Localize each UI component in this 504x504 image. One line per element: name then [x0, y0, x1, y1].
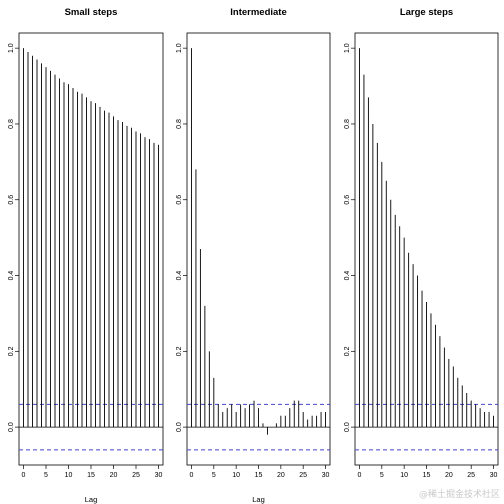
x-tick-label: 10 [400, 472, 408, 479]
x-tick-label: 25 [132, 472, 140, 479]
x-axis-label: Lag [85, 495, 98, 504]
y-tick-label: 0.2 [344, 346, 351, 356]
x-tick-label: 20 [445, 472, 453, 479]
chart-panel-3: Large steps 0 5 10 15 20 25 30 0.0 0.2 0.4 0.6 0.8 1.… [344, 7, 499, 479]
x-tick-label: 30 [155, 472, 163, 479]
y-tick-label: 0.6 [8, 195, 15, 205]
y-tick-label: 0.4 [8, 271, 15, 281]
x-tick-label: 10 [232, 472, 240, 479]
y-tick-label: 0.8 [176, 119, 183, 129]
y-tick-label: 0.4 [176, 271, 183, 281]
y-tick-label: 0.0 [344, 422, 351, 432]
x-axis-label: Lag [252, 495, 265, 504]
chart-panel-1: Small steps 0 5 10 15 20 25 30 0.0 0.2 0.4 0.6 0.8 1.… [8, 7, 164, 504]
x-tick-label: 15 [423, 472, 431, 479]
y-tick-label: 0.8 [344, 119, 351, 129]
x-tick-label: 15 [255, 472, 263, 479]
chart-panels: Small steps 0 5 10 15 20 25 30 0.0 0.2 0.4 0.6 0.8 1.… [8, 7, 499, 504]
watermark-text: @稀土掘金技术社区 [419, 488, 500, 500]
y-tick-label: 0.2 [8, 346, 15, 356]
y-tick-label: 0.2 [176, 346, 183, 356]
x-tick-label: 5 [380, 472, 384, 479]
y-tick-label: 0.6 [344, 195, 351, 205]
y-tick-label: 1.0 [176, 43, 183, 53]
y-tick-label: 0.4 [344, 271, 351, 281]
x-tick-label: 10 [65, 472, 73, 479]
x-tick-label: 20 [277, 472, 285, 479]
x-tick-label: 25 [299, 472, 307, 479]
x-tick-label: 20 [110, 472, 118, 479]
chart-title: Large steps [400, 7, 453, 18]
x-tick-label: 25 [467, 472, 475, 479]
x-tick-label: 5 [212, 472, 216, 479]
y-tick-label: 0.8 [8, 119, 15, 129]
y-tick-label: 0.0 [176, 422, 183, 432]
chart-title: Intermediate [230, 7, 287, 18]
x-tick-label: 30 [490, 472, 498, 479]
y-tick-label: 0.6 [176, 195, 183, 205]
x-tick-label: 15 [87, 472, 95, 479]
x-tick-label: 30 [322, 472, 330, 479]
chart-title: Small steps [65, 7, 118, 18]
chart-panel-2: Intermediate 0 5 10 15 20 25 30 0.0 0.2 0.4 0.6 0.8 1… [176, 7, 331, 504]
y-tick-label: 1.0 [8, 43, 15, 53]
plot-frame [186, 32, 331, 466]
x-tick-label: 0 [22, 472, 26, 479]
y-tick-label: 0.0 [8, 422, 15, 432]
x-tick-label: 0 [190, 472, 194, 479]
x-tick-label: 5 [44, 472, 48, 479]
x-tick-label: 0 [358, 472, 362, 479]
y-tick-label: 1.0 [344, 43, 351, 53]
